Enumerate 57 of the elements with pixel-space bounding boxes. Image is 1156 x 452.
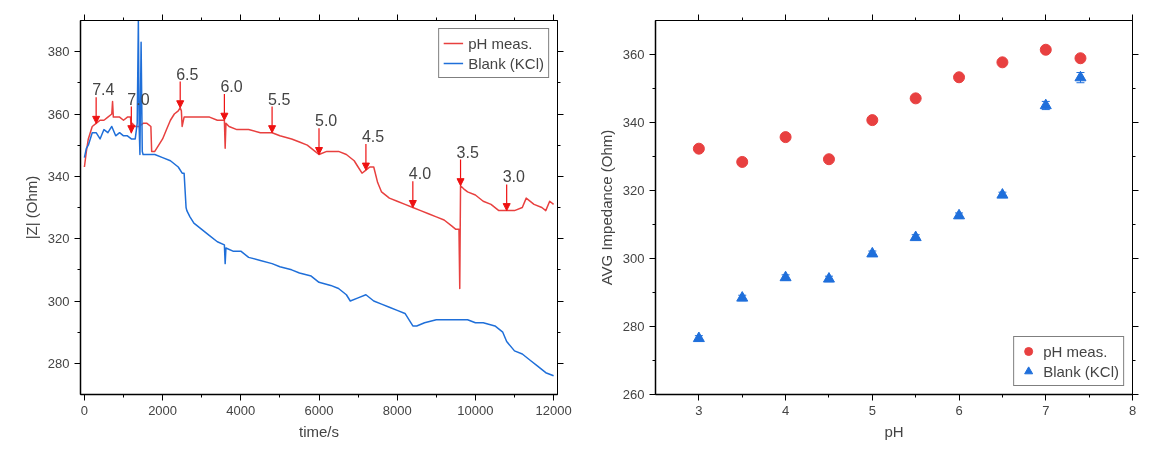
annotation: 6.5 bbox=[176, 65, 199, 83]
x-tick-label: 6 bbox=[955, 402, 963, 418]
annotation: 4.0 bbox=[408, 165, 432, 183]
y-tick-label: 280 bbox=[622, 319, 645, 334]
annotation: 3.0 bbox=[502, 168, 526, 186]
legend-label: Blank (KCl) bbox=[468, 54, 544, 72]
point bbox=[692, 142, 705, 155]
point bbox=[1074, 52, 1087, 65]
x-tick-label: 3 bbox=[695, 402, 703, 418]
y-tick-label: 340 bbox=[47, 168, 70, 184]
legend-label: pH meas. bbox=[468, 34, 533, 52]
x-tick-label: 12000 bbox=[535, 402, 572, 418]
legend-label: pH meas. bbox=[1043, 342, 1108, 360]
annotation: 6.0 bbox=[220, 78, 243, 96]
point bbox=[953, 71, 966, 84]
annotation: 5.0 bbox=[315, 112, 338, 130]
annotation: 5.5 bbox=[268, 90, 291, 108]
point bbox=[779, 270, 792, 282]
x-axis-title: pH bbox=[884, 422, 904, 440]
x-tick-label: 10000 bbox=[457, 402, 494, 418]
x-tick-label: 4000 bbox=[226, 402, 256, 418]
y-tick-label: 260 bbox=[622, 387, 645, 402]
y-tick-label: 300 bbox=[47, 293, 70, 309]
point bbox=[1039, 43, 1052, 56]
point bbox=[909, 230, 922, 242]
point bbox=[779, 131, 792, 144]
point bbox=[866, 246, 879, 258]
y-tick-label: 320 bbox=[622, 183, 645, 198]
x-tick-label: 8000 bbox=[382, 402, 412, 418]
y-axis-title: |Z| (Ohm) bbox=[22, 175, 40, 240]
point bbox=[909, 92, 922, 105]
y-tick-label: 380 bbox=[47, 44, 70, 60]
y-tick-label: 360 bbox=[47, 106, 70, 122]
x-tick-label: 5 bbox=[868, 402, 876, 418]
x-tick-label: 2000 bbox=[148, 402, 178, 418]
y-tick-label: 340 bbox=[622, 115, 645, 130]
legend-label: Blank (KCl) bbox=[1043, 362, 1119, 380]
point bbox=[692, 331, 705, 343]
y-tick-label: 320 bbox=[47, 231, 70, 247]
point bbox=[953, 208, 966, 220]
x-tick-label: 8 bbox=[1128, 402, 1137, 418]
point bbox=[996, 56, 1009, 69]
x-tick-label: 6000 bbox=[304, 402, 334, 418]
point bbox=[736, 155, 749, 168]
y-tick-label: 280 bbox=[47, 355, 70, 371]
annotation: 4.5 bbox=[361, 127, 385, 145]
x-tick-label: 0 bbox=[80, 402, 89, 418]
point bbox=[822, 153, 835, 166]
y-tick-label: 360 bbox=[622, 47, 645, 62]
y-axis-title: AVG Impedance (Ohm) bbox=[597, 129, 615, 286]
point bbox=[866, 114, 879, 127]
annotation: 7.4 bbox=[92, 81, 115, 99]
annotation: 3.5 bbox=[456, 143, 479, 161]
x-tick-label: 4 bbox=[781, 402, 790, 418]
x-axis-title: time/s bbox=[299, 422, 340, 440]
x-tick-label: 7 bbox=[1042, 402, 1050, 418]
y-tick-label: 300 bbox=[622, 251, 645, 266]
